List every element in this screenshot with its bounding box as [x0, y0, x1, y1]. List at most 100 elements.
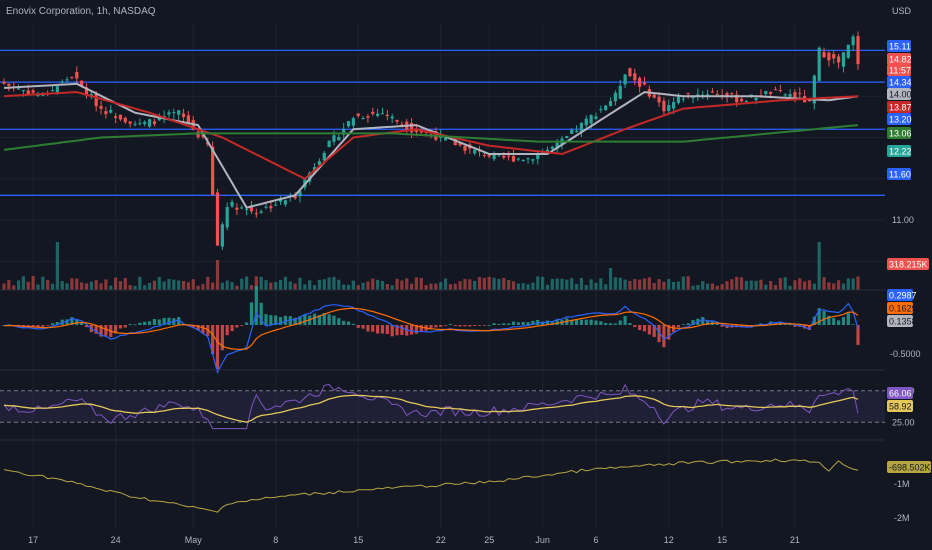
volume-bar-54 — [264, 280, 268, 290]
candle-body-142 — [691, 97, 695, 99]
price-tag-bg — [887, 101, 911, 113]
candle-body-158 — [769, 92, 773, 94]
macd-hist-30 — [147, 321, 152, 325]
volume-bar-32 — [157, 277, 161, 290]
macd-hist-44 — [215, 325, 220, 371]
macd-hist-71 — [346, 321, 351, 325]
macd-hist-118 — [574, 319, 579, 325]
candle-body-21 — [104, 111, 108, 115]
candle-body-37 — [181, 113, 186, 118]
macd-hist-171 — [832, 318, 836, 325]
rsi-pane — [0, 383, 885, 430]
volume-bar-174 — [846, 278, 850, 290]
time-axis[interactable]: 17 24 May 8 15 22 25 Jun 6 12 15 21 — [28, 535, 800, 545]
macd-hist-91 — [443, 325, 448, 326]
volume-bar-135 — [657, 279, 661, 290]
volume-bar-40 — [196, 285, 200, 290]
macd-hist-85 — [414, 325, 419, 334]
volume-bar-35 — [172, 279, 176, 290]
macd-hist-59 — [288, 316, 292, 325]
volume-bar-25 — [123, 278, 127, 290]
volume-bar-22 — [109, 285, 113, 290]
candle-body-31 — [152, 121, 157, 124]
candle-body-60 — [293, 194, 297, 199]
candle-body-131 — [638, 77, 642, 87]
price-tag-label: 14.34 — [889, 78, 912, 88]
volume-bar-90 — [439, 282, 443, 290]
candle-body-159 — [773, 89, 778, 91]
macd-hist-90 — [439, 325, 443, 327]
volume-bar-147 — [715, 285, 719, 290]
macd-hist-122 — [594, 320, 598, 325]
macd-hist-168 — [817, 308, 821, 325]
time-tick-label: 15 — [717, 535, 727, 545]
candle-body-7 — [36, 95, 40, 97]
volume-bar-132 — [642, 278, 647, 290]
volume-bar-109 — [531, 282, 535, 290]
macd-hist-131 — [638, 325, 642, 331]
indicator-tag-bg — [887, 461, 931, 473]
indicator-tag-label: -698.502K — [889, 463, 931, 473]
macd-hist-121 — [589, 319, 593, 325]
volume-bar-165 — [803, 281, 807, 290]
macd-hist-107 — [521, 321, 525, 325]
ma-line-1 — [3, 91, 859, 180]
macd-hist-45 — [220, 325, 224, 351]
volume-bar-110 — [536, 276, 540, 290]
macd-hist-162 — [788, 324, 792, 326]
volume-bar-99 — [482, 278, 486, 290]
volume-bar-72 — [351, 280, 355, 290]
volume-bar-12 — [60, 281, 64, 290]
indicator-tag-bg — [887, 289, 913, 301]
volume-bar-14 — [70, 278, 74, 290]
price-tag-label: 13.06 — [889, 129, 912, 139]
candle-body-65 — [317, 161, 321, 166]
price-tag-bg — [887, 258, 929, 270]
candle-body-91 — [443, 137, 448, 141]
volume-bar-2 — [12, 285, 16, 290]
volume-bar-115 — [560, 278, 564, 290]
volume-bar-167 — [812, 283, 816, 290]
volume-bar-141 — [686, 276, 690, 290]
macd-hist-8 — [41, 325, 45, 327]
volume-bar-27 — [133, 285, 137, 290]
candle-body-6 — [31, 90, 35, 93]
macd-hist-102 — [497, 323, 501, 325]
time-tick-label: 8 — [273, 535, 278, 545]
macd-hist-23 — [114, 325, 118, 334]
candle-body-157 — [764, 90, 768, 95]
macd-hist-56 — [274, 315, 278, 325]
time-tick-label: 17 — [28, 535, 38, 545]
macd-hist-103 — [502, 323, 506, 325]
price-tag-bg — [887, 40, 911, 52]
candle-body-95 — [463, 145, 467, 151]
macd-hist-109 — [531, 320, 535, 325]
volume-bar-136 — [662, 281, 666, 290]
macd-hist-129 — [628, 323, 632, 325]
indicator-tag-bg — [887, 400, 913, 412]
candle-body-15 — [75, 72, 79, 79]
volume-bar-154 — [749, 280, 753, 290]
volume-bar-104 — [507, 280, 511, 290]
volume-bar-42 — [206, 276, 210, 290]
horizontal-levels[interactable] — [0, 49, 885, 196]
macd-hist-132 — [642, 325, 647, 332]
macd-hist-95 — [463, 325, 467, 327]
macd-hist-130 — [633, 325, 637, 328]
candle-body-56 — [274, 204, 278, 206]
volume-bar-44 — [215, 260, 220, 290]
price-tag-label: 11:57 — [889, 66, 911, 76]
volume-bar-102 — [497, 278, 501, 290]
volume-bar-52 — [254, 276, 258, 290]
volume-bar-41 — [201, 284, 205, 290]
candle-body-134 — [652, 94, 656, 98]
volume-bar-140 — [681, 276, 685, 290]
time-tick-label: 25 — [484, 535, 494, 545]
macd-hist-173 — [841, 317, 846, 325]
price-tag-label: 14.00 — [889, 90, 912, 100]
candle-body-105 — [511, 155, 516, 162]
volume-bar-149 — [725, 281, 729, 290]
macd-hist-19 — [94, 325, 98, 334]
